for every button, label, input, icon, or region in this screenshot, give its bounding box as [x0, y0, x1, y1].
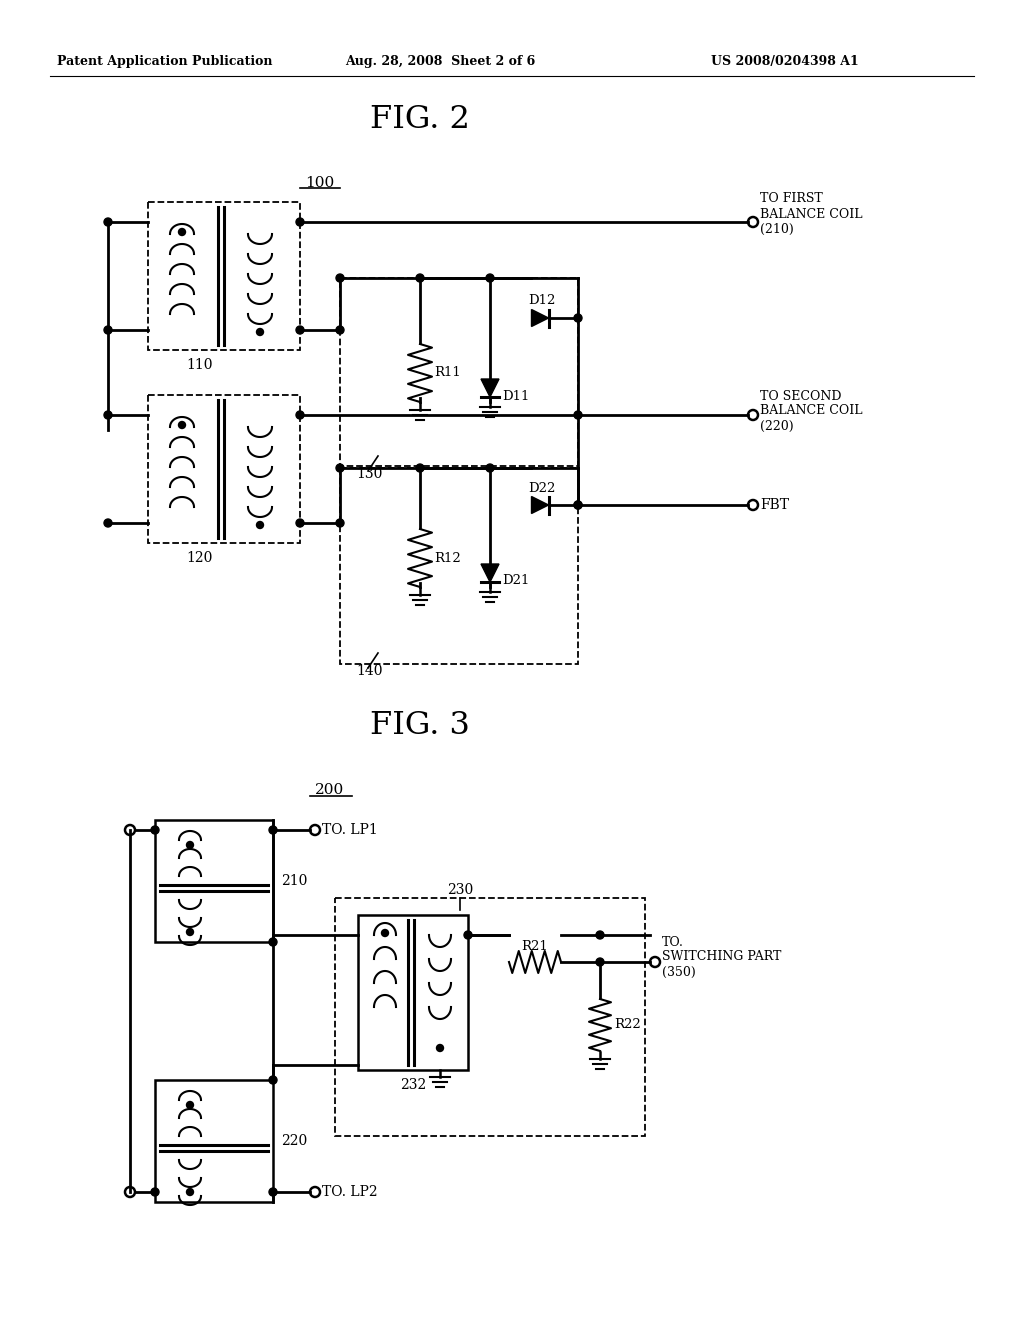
Circle shape — [382, 929, 388, 936]
Circle shape — [186, 928, 194, 936]
Circle shape — [151, 826, 159, 834]
Text: Patent Application Publication: Patent Application Publication — [57, 55, 272, 69]
Circle shape — [186, 1188, 194, 1196]
Bar — [148, 202, 300, 350]
Polygon shape — [481, 379, 499, 397]
Text: TO. LP2: TO. LP2 — [322, 1185, 378, 1199]
Circle shape — [186, 842, 194, 849]
Text: D22: D22 — [528, 482, 556, 495]
Circle shape — [574, 502, 582, 510]
Circle shape — [464, 931, 472, 939]
Circle shape — [269, 1076, 278, 1084]
Text: R11: R11 — [434, 367, 461, 380]
Text: R12: R12 — [434, 552, 461, 565]
Text: US 2008/0204398 A1: US 2008/0204398 A1 — [711, 55, 859, 69]
Text: 130: 130 — [356, 467, 382, 480]
Circle shape — [296, 218, 304, 226]
Circle shape — [296, 326, 304, 334]
Text: 220: 220 — [281, 1134, 307, 1148]
Text: 120: 120 — [186, 550, 213, 565]
Text: 110: 110 — [186, 358, 213, 372]
Text: 100: 100 — [305, 176, 335, 190]
Polygon shape — [481, 564, 499, 582]
Circle shape — [296, 411, 304, 418]
Text: FBT: FBT — [760, 498, 790, 512]
Bar — [358, 915, 468, 1071]
Text: 140: 140 — [356, 664, 383, 678]
Circle shape — [436, 1044, 443, 1052]
Circle shape — [104, 411, 112, 418]
Text: D11: D11 — [502, 389, 529, 403]
Circle shape — [574, 411, 582, 418]
Bar — [335, 898, 645, 1137]
Circle shape — [596, 931, 604, 939]
Text: TO. LP1: TO. LP1 — [322, 822, 378, 837]
Text: D12: D12 — [528, 294, 556, 308]
Circle shape — [256, 329, 263, 335]
Text: 230: 230 — [446, 883, 473, 898]
Text: FIG. 2: FIG. 2 — [370, 104, 470, 136]
Circle shape — [336, 326, 344, 334]
Circle shape — [269, 826, 278, 834]
Circle shape — [256, 521, 263, 528]
Circle shape — [416, 275, 424, 282]
Circle shape — [104, 519, 112, 527]
Text: R21: R21 — [521, 940, 549, 953]
Circle shape — [336, 465, 344, 473]
Circle shape — [269, 939, 278, 946]
Circle shape — [186, 1101, 194, 1109]
Bar — [148, 395, 300, 543]
Polygon shape — [531, 309, 549, 326]
Circle shape — [104, 326, 112, 334]
Circle shape — [178, 228, 185, 235]
Text: 210: 210 — [281, 874, 307, 888]
Circle shape — [269, 1188, 278, 1196]
Text: TO FIRST
BALANCE COIL
(210): TO FIRST BALANCE COIL (210) — [760, 193, 862, 235]
Bar — [340, 279, 578, 466]
Text: D21: D21 — [502, 574, 529, 587]
Circle shape — [486, 465, 494, 473]
Bar — [155, 1080, 273, 1203]
Text: Aug. 28, 2008  Sheet 2 of 6: Aug. 28, 2008 Sheet 2 of 6 — [345, 55, 536, 69]
Circle shape — [151, 1188, 159, 1196]
Circle shape — [596, 958, 604, 966]
Bar — [155, 820, 273, 942]
Circle shape — [336, 275, 344, 282]
Text: R22: R22 — [614, 1019, 641, 1031]
Text: 200: 200 — [315, 783, 345, 797]
Text: TO SECOND
BALANCE COIL
(220): TO SECOND BALANCE COIL (220) — [760, 389, 862, 433]
Circle shape — [574, 502, 582, 510]
Polygon shape — [531, 496, 549, 513]
Bar — [340, 469, 578, 664]
Circle shape — [416, 465, 424, 473]
Circle shape — [574, 314, 582, 322]
Circle shape — [104, 218, 112, 226]
Circle shape — [336, 519, 344, 527]
Text: TO.
SWITCHING PART
(350): TO. SWITCHING PART (350) — [662, 936, 781, 978]
Text: FIG. 3: FIG. 3 — [370, 710, 470, 741]
Text: 232: 232 — [400, 1078, 426, 1092]
Circle shape — [178, 421, 185, 429]
Circle shape — [486, 275, 494, 282]
Circle shape — [296, 519, 304, 527]
